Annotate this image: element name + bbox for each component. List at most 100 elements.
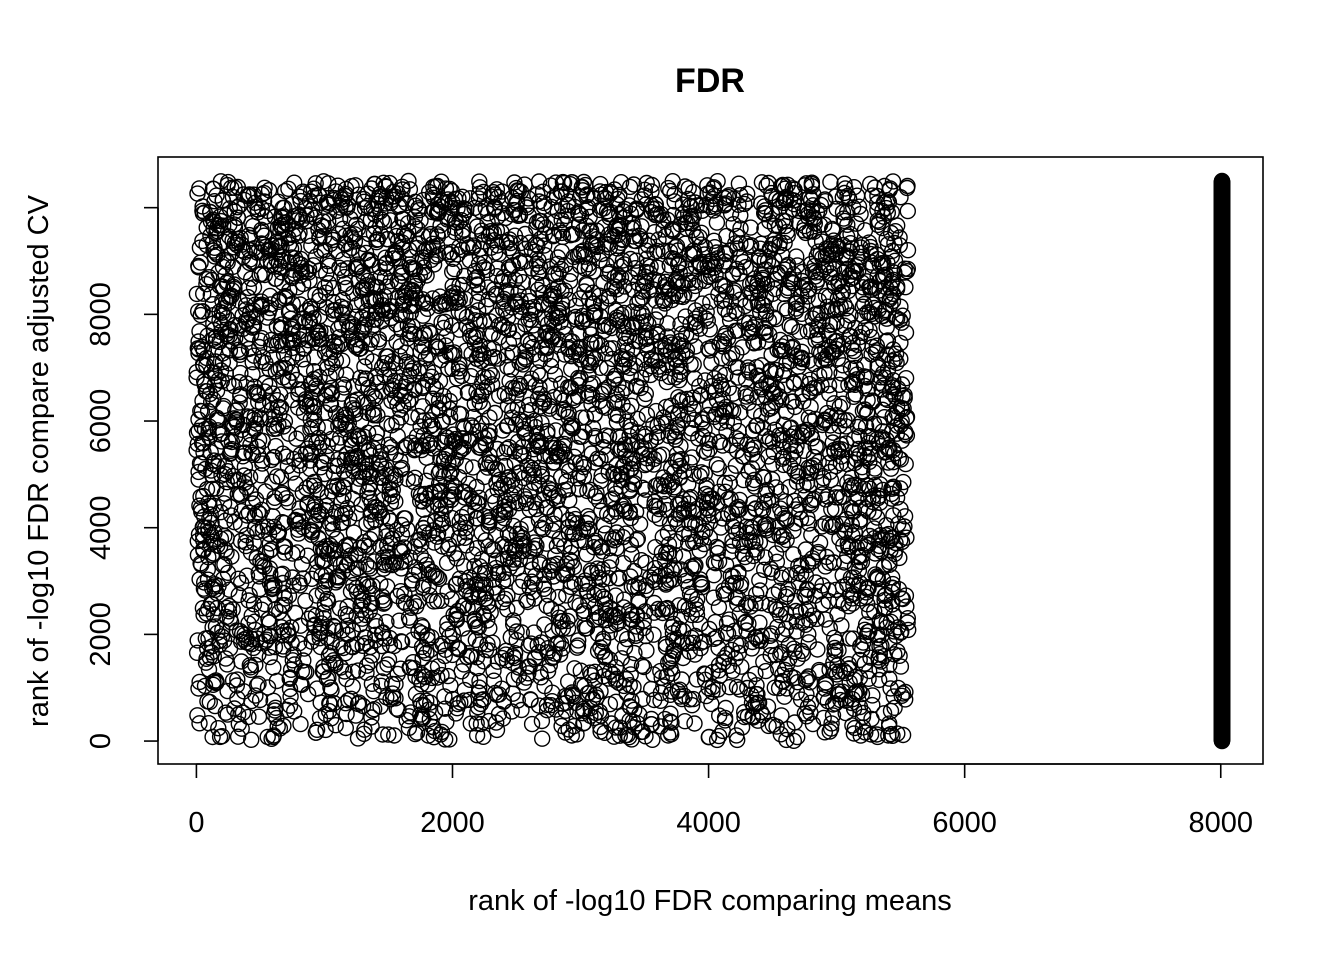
data-point	[329, 568, 346, 585]
data-point	[380, 726, 397, 743]
data-point	[257, 354, 274, 372]
data-point	[437, 347, 454, 364]
data-point	[211, 426, 228, 443]
data-point	[592, 472, 610, 490]
data-point	[672, 437, 689, 455]
data-point	[769, 341, 786, 359]
data-point	[822, 173, 839, 191]
data-point	[697, 485, 714, 503]
data-point	[785, 192, 803, 209]
data-point	[800, 409, 817, 426]
data-point	[889, 643, 906, 660]
data-point	[334, 622, 351, 639]
data-point	[811, 534, 829, 551]
data-point	[827, 489, 844, 506]
data-point	[250, 675, 267, 692]
data-point	[611, 186, 628, 204]
data-point	[403, 572, 421, 589]
data-point	[837, 704, 854, 722]
data-point	[414, 619, 431, 636]
data-point	[566, 660, 583, 677]
data-point	[376, 367, 393, 384]
data-point	[617, 379, 634, 397]
data-point	[286, 174, 303, 191]
data-point	[364, 702, 381, 719]
data-point	[263, 401, 281, 418]
data-point	[222, 320, 239, 338]
data-point	[883, 480, 900, 497]
data-point	[456, 529, 473, 546]
data-point	[565, 226, 582, 243]
data-point	[356, 358, 373, 375]
data-point	[191, 180, 208, 197]
data-point	[651, 303, 668, 320]
data-point	[506, 454, 523, 471]
data-point	[358, 664, 375, 681]
data-point	[831, 398, 848, 415]
data-point	[191, 673, 208, 691]
data-point	[497, 457, 514, 474]
data-point	[623, 546, 640, 563]
data-point	[592, 175, 609, 193]
data-point	[374, 359, 391, 376]
data-point	[232, 633, 250, 650]
data-point	[475, 728, 492, 745]
data-point	[685, 400, 702, 417]
data-point	[249, 438, 267, 455]
data-point	[542, 357, 560, 375]
data-point	[564, 174, 581, 191]
data-point	[864, 687, 881, 704]
data-point	[389, 587, 406, 605]
data-point	[254, 396, 272, 414]
data-point	[281, 697, 299, 714]
data-point	[307, 248, 325, 265]
data-point	[544, 522, 561, 539]
data-point	[718, 283, 735, 300]
data-point	[485, 662, 502, 679]
data-point	[381, 486, 398, 503]
data-point	[350, 559, 368, 576]
data-point	[444, 263, 461, 281]
data-point	[250, 646, 267, 663]
data-point	[700, 340, 717, 357]
data-point	[219, 173, 237, 191]
data-point	[213, 728, 231, 745]
data-point	[701, 397, 719, 414]
data-point	[804, 492, 822, 509]
data-point	[469, 704, 486, 721]
data-point	[774, 536, 791, 553]
data-point	[698, 303, 715, 321]
data-point	[749, 686, 766, 703]
data-point	[881, 670, 898, 687]
data-point	[655, 678, 672, 695]
data-point	[558, 587, 575, 604]
data-point	[405, 659, 423, 677]
data-point	[886, 252, 904, 269]
data-point	[601, 205, 618, 223]
data-point	[309, 564, 326, 581]
data-point	[756, 494, 773, 511]
data-point	[554, 173, 572, 191]
data-point	[662, 652, 679, 669]
data-point	[705, 554, 723, 571]
data-point	[297, 360, 314, 378]
data-point	[360, 379, 377, 396]
data-point	[241, 587, 258, 604]
data-point	[891, 549, 908, 567]
data-point	[729, 595, 746, 613]
data-point	[841, 630, 858, 647]
data-point	[701, 321, 718, 338]
data-point	[550, 588, 567, 606]
data-point	[274, 514, 291, 531]
data-point	[797, 588, 815, 605]
data-point	[370, 333, 387, 351]
data-point	[748, 544, 765, 561]
data-point	[782, 435, 799, 453]
data-point	[850, 548, 867, 565]
data-point	[191, 571, 208, 588]
data-point	[786, 669, 803, 687]
data-point	[490, 188, 507, 206]
data-point	[561, 273, 579, 290]
data-point	[305, 370, 323, 388]
data-point	[392, 633, 410, 650]
